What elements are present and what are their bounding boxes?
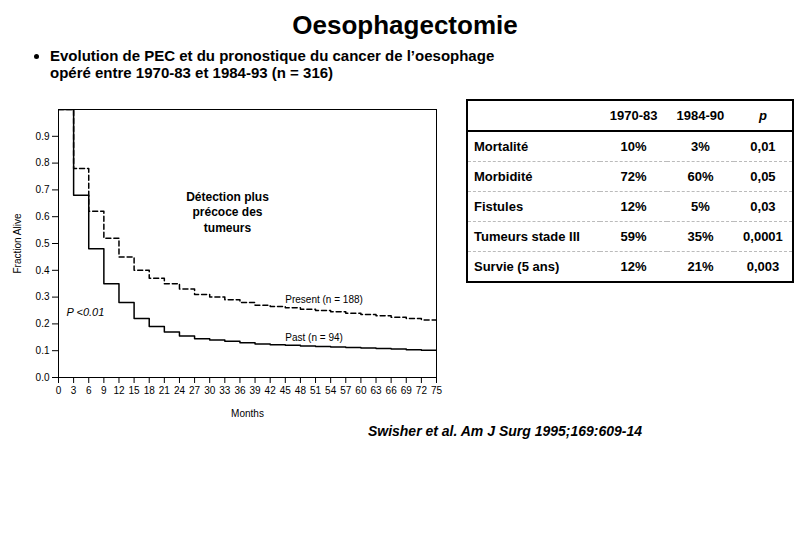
html-text:5%: 5% [691,199,710,214]
html-text:35%: 35% [687,229,714,244]
html-text:Fistules: Fistules [474,199,524,214]
html-text:10%: 10% [620,139,647,154]
svg-text:0: 0 [56,385,62,396]
svg-text:30: 30 [204,385,216,396]
html-text:0,003: 0,003 [746,259,780,274]
html-text:0,0001: 0,0001 [743,229,783,244]
svg-text:33: 33 [219,385,231,396]
html-text:Morbidité: Morbidité [474,169,533,184]
svg-text:54: 54 [325,385,337,396]
svg-text:24: 24 [174,385,186,396]
svg-text:39: 39 [249,385,261,396]
html-text:0,01: 0,01 [750,139,776,154]
svg-text:75: 75 [431,385,443,396]
svg-text:0.6: 0.6 [36,211,50,222]
html-text:60%: 60% [687,169,714,184]
svg-text:12: 12 [113,385,125,396]
svg-text:9: 9 [101,385,107,396]
html-text:1970-83: 1970-83 [609,108,658,123]
svg-text:0.8: 0.8 [36,157,50,168]
svg-text:63: 63 [370,385,382,396]
html-text:0,03: 0,03 [750,199,776,214]
svg-text:Fraction Alive: Fraction Alive [12,213,23,273]
svg-text:0.2: 0.2 [36,318,50,329]
svg-text:Détection plusprécoce destumeu: Détection plusprécoce destumeurs [186,190,269,235]
html-text:12%: 12% [620,199,647,214]
svg-text:Past (n = 94): Past (n = 94) [285,332,343,343]
html-text:p: p [759,108,767,123]
html-text:21%: 21% [687,259,714,274]
svg-text:6: 6 [86,385,92,396]
svg-text:36: 36 [234,385,246,396]
svg-text:48: 48 [295,385,307,396]
html-text:59%: 59% [620,229,647,244]
svg-text:42: 42 [265,385,277,396]
svg-text:60: 60 [355,385,367,396]
svg-text:0.3: 0.3 [36,291,50,302]
svg-text:72: 72 [416,385,428,396]
svg-text:15: 15 [129,385,141,396]
svg-text:Months: Months [231,408,264,419]
html-text:Tumeurs stade III: Tumeurs stade III [474,229,580,244]
html-text:Evolution de PEC et du pronost: Evolution de PEC et du pronostique du ca… [50,47,495,64]
svg-text:3: 3 [71,385,77,396]
svg-text:69: 69 [401,385,413,396]
svg-text:21: 21 [159,385,171,396]
svg-text:P <0.01: P <0.01 [67,306,105,318]
html-text:Oesophagectomie: Oesophagectomie [292,10,518,40]
svg-text:66: 66 [386,385,398,396]
svg-text:57: 57 [340,385,352,396]
svg-text:0.9: 0.9 [36,131,50,142]
svg-text:45: 45 [280,385,292,396]
html-text:12%: 12% [620,259,647,274]
html-text:1984-90: 1984-90 [676,108,725,123]
svg-text:0.0: 0.0 [36,372,50,383]
html-text:Survie (5 ans): Survie (5 ans) [474,259,560,274]
svg-text:Present (n = 188): Present (n = 188) [285,294,363,305]
svg-text:0.4: 0.4 [36,265,50,276]
html-text:Swisher et al. Am J Surg 1995;: Swisher et al. Am J Surg 1995;169:609-14 [367,423,643,439]
svg-text:0.5: 0.5 [36,238,50,249]
svg-text:27: 27 [189,385,201,396]
svg-text:51: 51 [310,385,322,396]
svg-text:18: 18 [144,385,156,396]
html-text:0,05: 0,05 [750,169,776,184]
svg-text:0.1: 0.1 [36,345,50,356]
html-text:3%: 3% [691,139,710,154]
html-text:72%: 72% [620,169,647,184]
html-text:Mortalité: Mortalité [474,139,529,154]
svg-text:0.7: 0.7 [36,184,50,195]
html-text:opéré entre 1970-83 et 1984-93: opéré entre 1970-83 et 1984-93 (n = 316) [50,64,334,81]
